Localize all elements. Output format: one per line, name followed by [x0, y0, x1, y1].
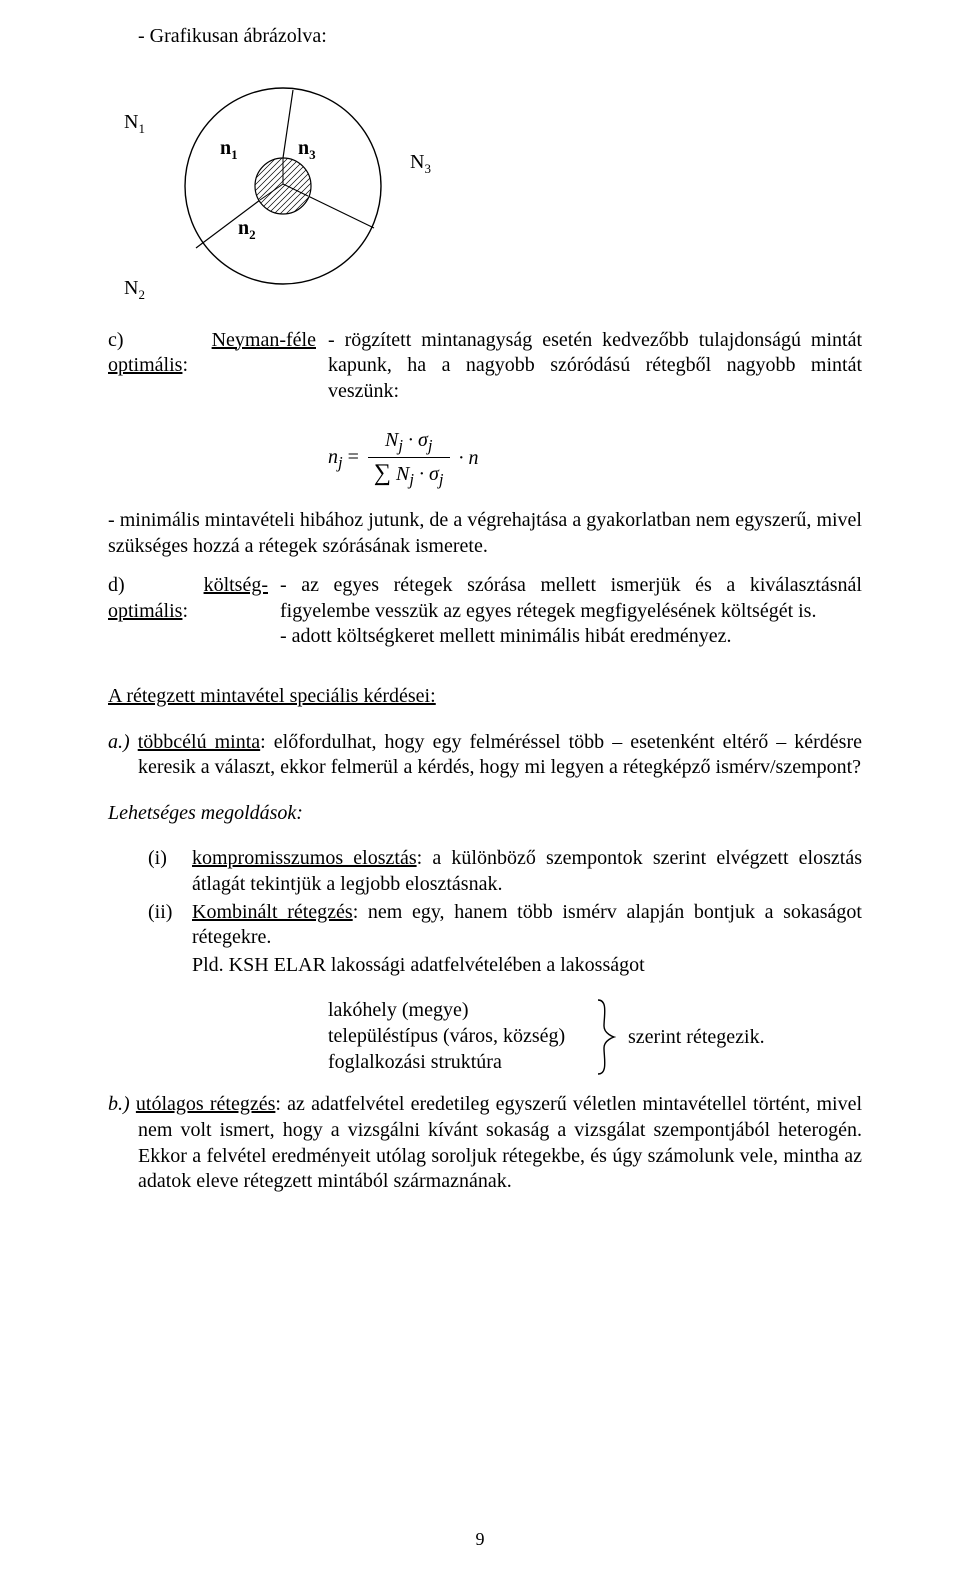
item-b-label: b.)	[108, 1093, 130, 1115]
strata-diagram: N1 N2 N3 n1 n3 n2	[108, 68, 862, 318]
item-a-label: a.)	[108, 731, 130, 753]
solution-ii: (ii) Kombinált rétegzés: nem egy, hanem …	[108, 900, 862, 951]
solutions-list: (i) kompromisszumos elosztás: a különböz…	[108, 846, 862, 950]
label-n2: n2	[238, 216, 256, 244]
solution-ii-num: (ii)	[108, 900, 192, 926]
item-b: b.) utólagos rétegzés: az adatfelvétel e…	[108, 1092, 862, 1194]
item-b-lead: utólagos rétegzés	[136, 1093, 276, 1115]
brace-icon	[590, 998, 620, 1076]
ex-a: lakóhely (megye)	[328, 998, 590, 1024]
example-grid: lakóhely (megye) településtípus (város, …	[328, 998, 862, 1076]
page-number: 9	[0, 1528, 960, 1551]
ex-c: foglalkozási struktúra	[328, 1050, 590, 1076]
label-N3: N3	[410, 150, 431, 178]
ex-right: szerint rétegezik.	[620, 998, 862, 1076]
solution-i-num: (i)	[108, 846, 192, 872]
bullet-graph-heading: - Grafikusan ábrázolva:	[138, 24, 862, 50]
neyman-label: Neyman-féle optimális	[108, 329, 316, 377]
section-d-text1: - az egyes rétegek szórása mellett ismer…	[280, 573, 862, 624]
para-minimal: - minimális mintavételi hibához jutunk, …	[108, 508, 862, 559]
example-line: Pld. KSH ELAR lakossági adatfelvételében…	[192, 953, 862, 979]
label-n3: n3	[298, 136, 316, 164]
item-a-lead: többcélú minta	[138, 731, 260, 753]
formula-nj: nj = Nj · σj ∑ Nj · σj · n	[328, 428, 862, 490]
section-c-text: - rögzített mintanagyság esetén kedvezőb…	[316, 328, 862, 405]
section-d: d) költség-optimális: - az egyes rétegek…	[108, 573, 862, 650]
section-d-text2: - adott költségkeret mellett minimális h…	[280, 624, 862, 650]
solution-ii-lead: Kombinált rétegzés	[192, 901, 353, 923]
section-c: c) Neyman-féle optimális: - rögzített mi…	[108, 328, 862, 405]
section-c-label: c) Neyman-féle optimális:	[108, 328, 316, 379]
solution-i: (i) kompromisszumos elosztás: a különböz…	[108, 846, 862, 897]
solutions-heading: Lehetséges megoldások:	[108, 801, 862, 827]
ex-b: településtípus (város, község)	[328, 1024, 590, 1050]
section-d-label: d) költség-optimális:	[108, 573, 268, 624]
strata-svg	[108, 68, 468, 318]
item-a: a.) többcélú minta: előfordulhat, hogy e…	[108, 730, 862, 781]
solution-i-lead: kompromisszumos elosztás	[192, 847, 417, 869]
label-N2: N2	[124, 276, 145, 304]
special-questions-heading: A rétegzett mintavétel speciális kérdése…	[108, 684, 862, 710]
label-N1: N1	[124, 110, 145, 138]
label-n1: n1	[220, 136, 238, 164]
cost-opt-label: költség-optimális	[108, 574, 268, 622]
